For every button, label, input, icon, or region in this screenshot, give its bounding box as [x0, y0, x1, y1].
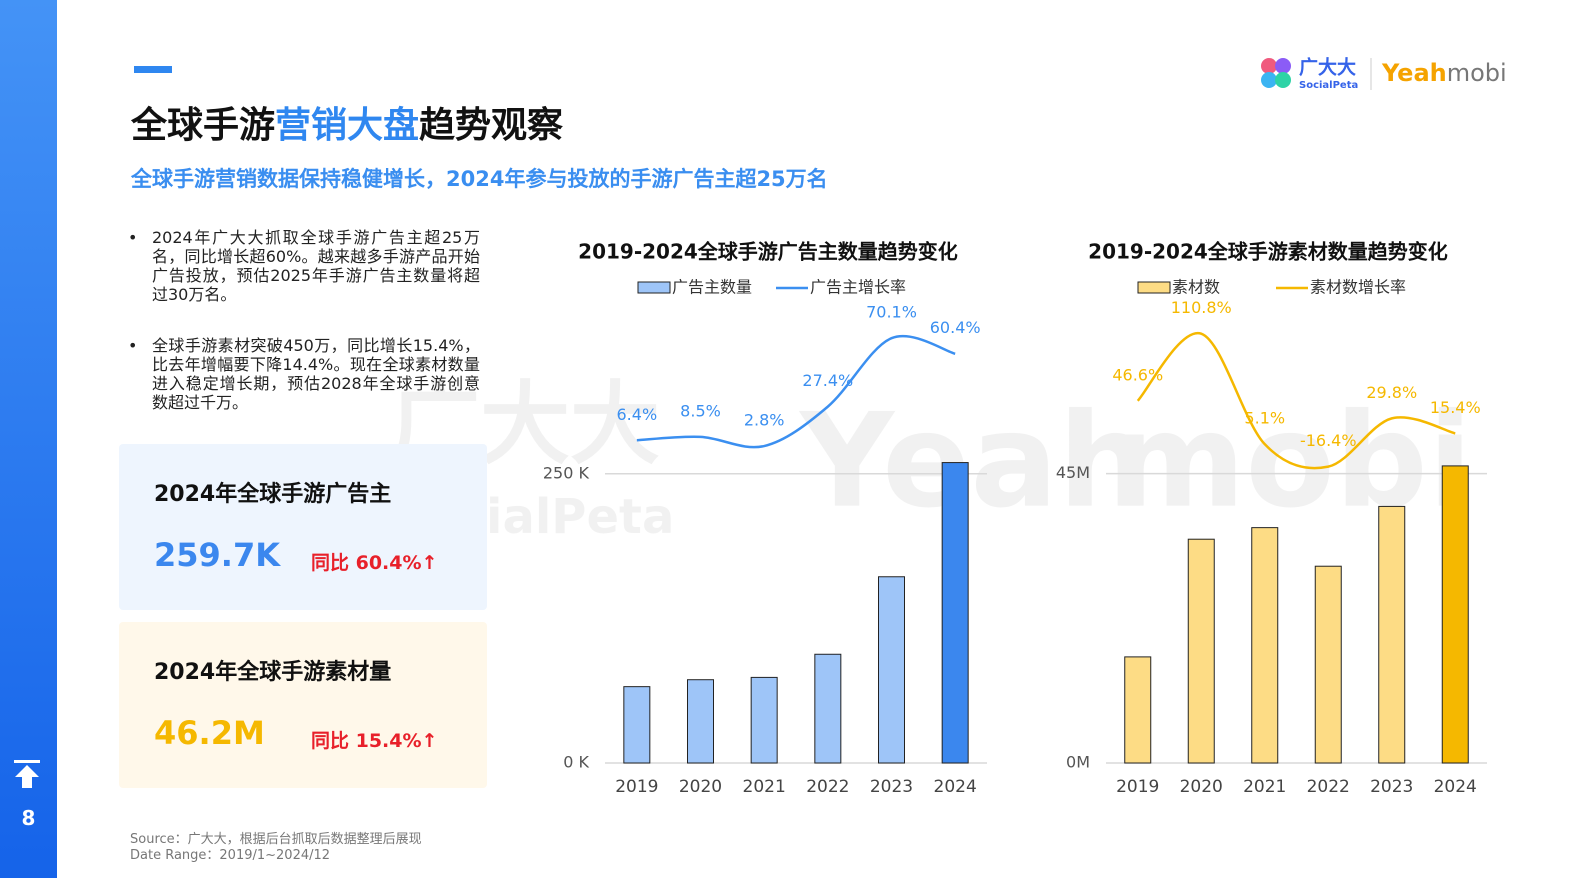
x-tick-label: 2020: [1180, 777, 1223, 797]
logo-en: SocialPeta: [1299, 80, 1358, 91]
card-change: 同比 60.4%↑: [311, 552, 438, 574]
x-tick-label: 2024: [1434, 777, 1477, 797]
bar: [1314, 565, 1342, 764]
bullet: • 2024年广大大抓取全球手游广告主超25万名，同比增长超60%。越来越多手游产…: [128, 228, 480, 304]
logo-cn: 广大大: [1299, 56, 1356, 79]
data-label: 60.4%: [930, 318, 981, 337]
bar: [1124, 656, 1152, 764]
x-tick-label: 2023: [870, 777, 913, 797]
data-label: 29.8%: [1366, 383, 1417, 402]
title-part: 趋势观察: [419, 105, 564, 146]
source: Source：广大大，根据后台抓取后数据整理后展现: [130, 832, 422, 847]
card-title: 2024年全球手游素材量: [154, 660, 392, 685]
y-tick-label: 45M: [1056, 463, 1090, 482]
x-tick-label: 2022: [1307, 777, 1350, 797]
logo-partner-b: mobi: [1447, 59, 1507, 87]
growth-line: [1136, 332, 1456, 470]
bar: [941, 462, 969, 764]
logo-partner-a: Yeah: [1381, 59, 1447, 87]
x-tick-label: 2022: [806, 777, 849, 797]
top-icon[interactable]: [12, 758, 44, 790]
data-label: 2.8%: [744, 411, 785, 430]
x-tick-label: 2020: [679, 777, 722, 797]
bar: [1378, 505, 1406, 764]
x-tick-label: 2024: [934, 777, 977, 797]
bar: [750, 676, 778, 764]
sidebar: [0, 0, 57, 878]
subtitle: 全球手游营销数据保持稳健增长，2024年参与投放的手游广告主超25万名: [131, 167, 828, 191]
data-label: 70.1%: [866, 303, 917, 322]
kpi-card: 2024年全球手游素材量 46.2M 同比 15.4%↑: [119, 622, 487, 788]
accent-bar: [134, 66, 172, 73]
x-tick-label: 2019: [1116, 777, 1159, 797]
legend-label: 素材数增长率: [1310, 278, 1406, 297]
data-label: 5.1%: [1244, 409, 1285, 428]
chart-title: 2019-2024全球手游素材数量趋势变化: [1088, 240, 1448, 264]
title-part: 营销大盘: [275, 105, 420, 146]
bullet-text: 全球手游素材突破450万，同比增长15.4%，比去年增幅要下降14.4%。现在全…: [152, 336, 480, 412]
legend-swatch: [637, 281, 671, 294]
y-tick-label: 0M: [1066, 753, 1090, 772]
chart-title: 2019-2024全球手游广告主数量趋势变化: [578, 240, 958, 264]
x-tick-label: 2023: [1370, 777, 1413, 797]
bar: [1187, 538, 1215, 764]
legend-label: 广告主增长率: [810, 278, 906, 297]
logo: 广大大 SocialPeta Yeahmobi: [1261, 56, 1507, 91]
logo-partner: Yeahmobi: [1381, 59, 1507, 87]
bar: [1441, 465, 1469, 764]
page-number: 8: [21, 806, 36, 830]
data-label: 6.4%: [617, 405, 658, 424]
watermark-text: Yeah: [798, 385, 1151, 537]
card-value: 46.2M: [154, 714, 265, 752]
legend-swatch: [1137, 281, 1171, 294]
legend-label: 素材数: [1172, 278, 1220, 297]
bar: [814, 653, 842, 764]
watermark-text: mobi: [1110, 385, 1472, 537]
x-tick-label: 2019: [615, 777, 658, 797]
data-label: -16.4%: [1300, 431, 1357, 450]
data-label: 110.8%: [1171, 298, 1232, 317]
x-tick-label: 2021: [1243, 777, 1286, 797]
data-label: 46.6%: [1112, 365, 1163, 384]
card-change: 同比 15.4%↑: [311, 730, 438, 752]
card-value: 259.7K: [154, 536, 281, 574]
card-title: 2024年全球手游广告主: [154, 482, 392, 507]
y-tick-label: 250 K: [543, 463, 590, 482]
data-label: 15.4%: [1430, 398, 1481, 417]
bullet-text: 2024年广大大抓取全球手游广告主超25万名，同比增长超60%。越来越多手游产品…: [152, 228, 480, 304]
y-tick-label: 0 K: [563, 753, 589, 772]
bar: [878, 576, 905, 764]
data-label: 27.4%: [802, 371, 853, 390]
bullet: • 全球手游素材突破450万，同比增长15.4%，比去年增幅要下降14.4%。现在…: [128, 336, 480, 412]
x-tick-label: 2021: [743, 777, 786, 797]
bar: [623, 686, 651, 764]
kpi-card: 2024年全球手游广告主 259.7K 同比 60.4%↑: [119, 444, 487, 610]
bar: [1251, 527, 1279, 764]
bar: [687, 679, 714, 764]
source: Date Range：2019/1~2024/12: [130, 848, 331, 863]
page-title: 全球手游营销大盘趋势观察: [131, 96, 563, 148]
growth-line: [636, 335, 956, 449]
legend-label: 广告主数量: [672, 278, 752, 297]
title-part: 全球手游: [131, 105, 276, 146]
data-label: 8.5%: [680, 401, 721, 420]
